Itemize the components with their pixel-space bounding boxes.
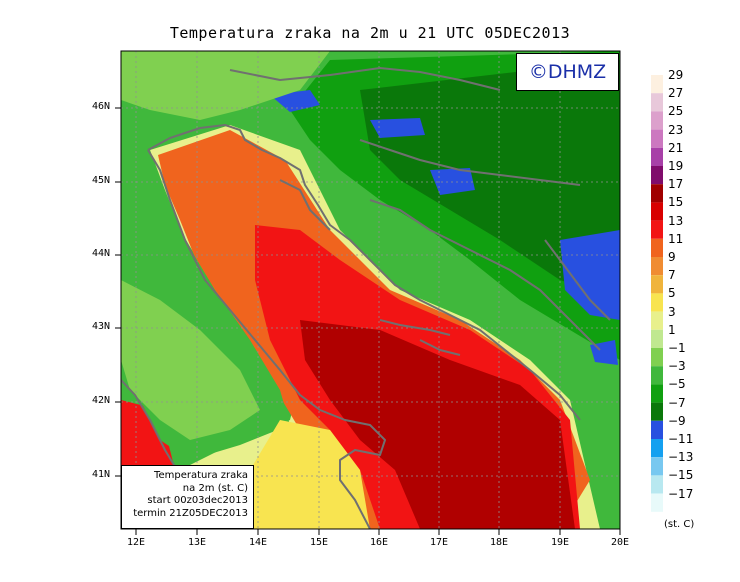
colorbar-swatch — [651, 348, 663, 367]
colorbar-swatch — [651, 420, 663, 439]
colorbar — [651, 75, 663, 512]
lon-label: 20E — [610, 537, 630, 548]
lon-label: 13E — [187, 537, 207, 548]
colorbar-swatch — [651, 402, 663, 421]
colorbar-label: −1 — [668, 341, 686, 355]
lon-label: 17E — [429, 537, 449, 548]
lat-label: 41N — [91, 469, 110, 480]
colorbar-label: −9 — [668, 413, 686, 428]
colorbar-label: 9 — [668, 250, 676, 264]
colorbar-swatch — [651, 366, 663, 385]
colorbar-swatch — [651, 166, 663, 185]
info-line: start 00z03dec2013 — [147, 495, 248, 506]
colorbar-label: −7 — [668, 395, 686, 410]
interior-cold-field-2 — [360, 60, 620, 300]
colorbar-swatch — [651, 129, 663, 148]
colorbar-swatch — [651, 457, 663, 476]
info-box: Temperatura zraka na 2m (st. C) start 00… — [121, 465, 254, 529]
colorbar-label: 1 — [668, 322, 676, 337]
colorbar-label: −13 — [668, 450, 694, 465]
colorbar-label: −15 — [668, 468, 694, 483]
colorbar-label: 27 — [668, 86, 684, 101]
colorbar-label: 17 — [668, 177, 684, 192]
lon-label: 18E — [489, 537, 509, 548]
colorbar-swatch — [651, 93, 663, 112]
info-line: termin 21Z05DEC2013 — [133, 507, 248, 519]
cold-patch — [560, 230, 620, 320]
colorbar-swatch — [651, 75, 663, 94]
coastlines — [121, 67, 611, 529]
colorbar-label: −5 — [668, 377, 686, 392]
colorbar-label: 13 — [668, 213, 684, 228]
colorbar-label: −3 — [668, 359, 686, 374]
italy-mild-field — [121, 280, 260, 440]
colorbar-swatch — [651, 384, 663, 403]
colorbar-label: 25 — [668, 104, 684, 119]
colorbar-swatch — [651, 220, 663, 239]
colorbar-swatch — [651, 275, 663, 294]
colorbar-units: (st. C) — [664, 519, 695, 530]
colorbar-label: 11 — [668, 231, 684, 246]
map-title: Temperatura zraka na 2m u 21 UTC 05DEC20… — [169, 24, 571, 42]
colorbar-swatch — [651, 293, 663, 312]
colorbar-swatch — [651, 329, 663, 348]
colorbar-swatch — [651, 238, 663, 257]
lon-label: 14E — [248, 537, 268, 548]
lon-label: 12E — [126, 537, 146, 548]
lat-label: 44N — [91, 248, 110, 259]
colorbar-label: 5 — [668, 286, 676, 301]
lat-label: 45N — [91, 175, 110, 186]
cold-patch — [430, 168, 475, 195]
colorbar-swatch — [651, 184, 663, 203]
colorbar-label: 19 — [668, 159, 684, 173]
lon-label: 15E — [309, 537, 329, 548]
gargano-mild-field — [250, 420, 370, 529]
colorbar-swatch — [651, 439, 663, 458]
graticule — [121, 51, 620, 529]
dhmz-logo: ©DHMZ — [516, 53, 619, 91]
lat-label: 46N — [91, 101, 110, 112]
colorbar-label: 3 — [668, 304, 676, 319]
lat-label: 42N — [91, 395, 110, 406]
info-line: na 2m (st. C) — [182, 482, 248, 494]
adriatic-hot-field — [300, 320, 575, 529]
colorbar-label: 15 — [668, 195, 684, 210]
colorbar-label: 21 — [668, 140, 684, 155]
colorbar-swatch — [651, 493, 663, 512]
lat-label: 43N — [91, 321, 110, 332]
nw-mild-field — [121, 51, 330, 120]
lon-label: 19E — [550, 537, 570, 548]
colorbar-swatch — [651, 475, 663, 494]
map-frame — [120, 50, 621, 530]
colorbar-swatch — [651, 257, 663, 276]
colorbar-label: 23 — [668, 122, 684, 137]
colorbar-label: 7 — [668, 268, 676, 283]
lon-label: 16E — [369, 537, 389, 548]
colorbar-label: −11 — [668, 432, 694, 446]
info-line: Temperatura zraka — [154, 470, 248, 481]
colorbar-swatch — [651, 147, 663, 166]
colorbar-label: −17 — [668, 486, 694, 501]
colorbar-label: 29 — [668, 68, 684, 82]
colorbar-swatch — [651, 202, 663, 221]
colorbar-swatch — [651, 111, 663, 130]
cold-patch — [370, 118, 425, 138]
colorbar-swatch — [651, 311, 663, 330]
